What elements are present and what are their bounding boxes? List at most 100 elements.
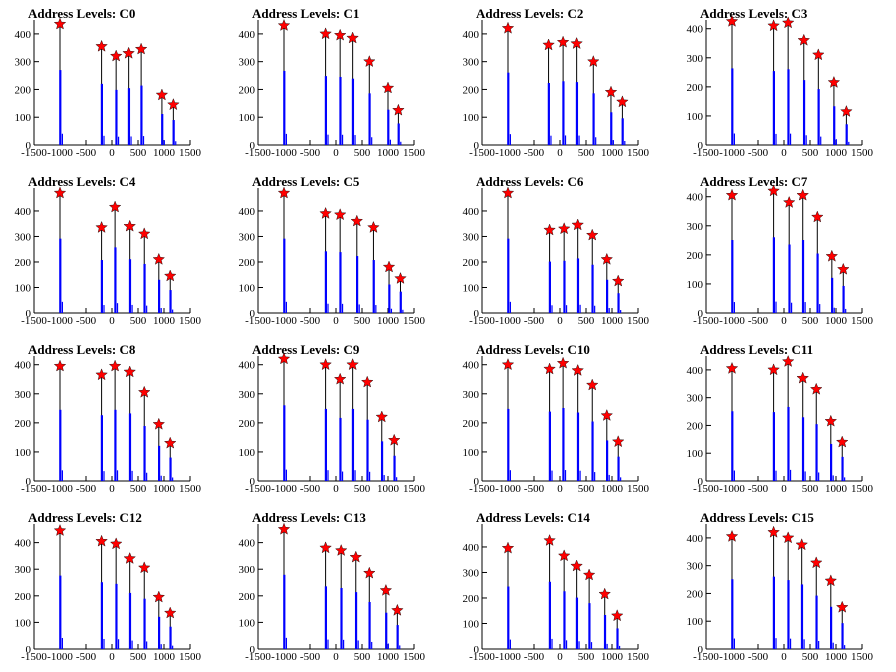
y-tick-label: 100 [15, 617, 32, 629]
y-tick-label: 100 [239, 447, 256, 459]
histogram-plot: 0 100 200 300 400 -1500 -1000 -500 0 500 1000 1500 [15, 356, 202, 495]
peak-marker-star [319, 358, 332, 371]
panel-title: Address Levels: C12 [28, 510, 142, 525]
histogram-peak [507, 548, 511, 649]
histogram-peak [339, 35, 344, 145]
x-tick-label: -1500 [469, 651, 495, 663]
panel-title: Address Levels: C9 [252, 342, 360, 357]
y-tick-label: 300 [15, 564, 32, 576]
y-tick-label: 0 [698, 476, 704, 488]
histogram-peak [800, 544, 805, 649]
histogram-plot: 0 100 200 300 400 -1500 -1000 -500 0 500 1000 1500 [239, 19, 426, 159]
x-tick-label: 1000 [601, 315, 624, 327]
histogram-peak [356, 221, 360, 313]
x-tick-label: 1000 [377, 147, 400, 159]
y-tick-label: 0 [698, 644, 704, 656]
histogram-panel: Address Levels: C7 0 100 200 300 400 -1500 -100… [672, 168, 896, 336]
histogram-peak [380, 417, 385, 481]
histogram-peak [169, 443, 174, 481]
y-tick-label: 0 [26, 308, 32, 320]
histogram-peak [158, 259, 162, 313]
histogram-peak [100, 541, 105, 649]
x-tick-label: 500 [354, 315, 371, 327]
x-tick-label: 1000 [601, 651, 624, 663]
y-tick-label: 100 [687, 448, 704, 460]
histogram-peak [562, 363, 567, 481]
x-tick-label: -1500 [693, 651, 719, 663]
histogram-peak [161, 95, 165, 145]
histogram-peak [616, 615, 621, 649]
peak-marker-star [824, 414, 838, 427]
peak-marker-star [570, 37, 583, 49]
x-tick-label: 1500 [403, 315, 426, 327]
histogram-peak [128, 371, 133, 481]
peak-marker-star [137, 561, 151, 574]
histogram-peak [801, 195, 806, 313]
histogram-peak [128, 226, 133, 313]
peak-marker-star [95, 39, 108, 52]
x-tick-label: -1500 [21, 651, 47, 663]
y-tick-label: 300 [239, 57, 256, 69]
histogram-peak [621, 101, 626, 145]
x-tick-label: 500 [578, 483, 595, 495]
x-tick-label: 500 [130, 483, 147, 495]
histogram-peak [169, 276, 174, 313]
peak-marker-star [387, 433, 401, 446]
x-tick-label: 1000 [377, 315, 400, 327]
y-tick-label: 0 [26, 140, 32, 152]
histogram-peak [340, 550, 345, 649]
x-tick-label: 1500 [627, 315, 650, 327]
x-tick-label: 500 [578, 147, 595, 159]
histogram-peak [817, 54, 822, 145]
histogram-peak [606, 415, 610, 481]
histogram-peak [396, 610, 401, 649]
histogram-plot: 0 100 200 300 400 -1500 -1000 -500 0 500 1000 1500 [15, 186, 202, 327]
x-tick-label: -500 [76, 147, 97, 159]
x-tick-label: 1000 [153, 483, 176, 495]
x-tick-label: 1000 [825, 651, 848, 663]
histogram-peak [592, 61, 597, 145]
x-tick-label: -1500 [693, 483, 719, 495]
y-tick-label: 0 [250, 476, 256, 488]
peak-marker-star [585, 228, 599, 241]
x-tick-label: 500 [802, 147, 819, 159]
histogram-plot: 0 100 200 300 400 -1500 -1000 -500 0 500 1000 1500 [15, 524, 202, 663]
y-tick-label: 200 [463, 418, 480, 430]
x-tick-label: 1000 [153, 315, 176, 327]
x-tick-label: 1500 [179, 651, 202, 663]
x-tick-label: 0 [109, 147, 115, 159]
peak-marker-star [725, 361, 739, 374]
peak-marker-star [375, 410, 389, 423]
peak-marker-star [570, 559, 583, 572]
x-tick-label: -1500 [469, 315, 495, 327]
peak-marker-star [277, 186, 291, 199]
x-tick-label: 0 [333, 147, 339, 159]
y-tick-label: 0 [698, 308, 704, 320]
histogram-peak [368, 61, 373, 145]
peak-marker-star [392, 103, 405, 116]
peak-marker-star [542, 38, 555, 51]
histogram-peak [385, 590, 389, 649]
x-tick-label: -1000 [719, 315, 745, 327]
y-tick-label: 400 [463, 206, 480, 218]
histogram-plot: 0 100 200 300 400 -1500 -1000 -500 0 500 1000 1500 [239, 352, 426, 495]
peak-marker-star [725, 188, 739, 201]
panel-title: Address Levels: C2 [476, 6, 584, 21]
y-tick-label: 200 [239, 257, 256, 269]
y-tick-label: 200 [15, 418, 32, 430]
histogram-peak [351, 38, 356, 145]
x-tick-label: 1500 [179, 315, 202, 327]
y-tick-label: 0 [474, 476, 480, 488]
x-tick-label: -1000 [47, 483, 73, 495]
histogram-peak [324, 364, 329, 481]
peak-marker-star [571, 218, 584, 231]
histogram-peak [591, 235, 596, 313]
y-tick-label: 200 [239, 84, 256, 96]
y-tick-label: 300 [687, 561, 704, 573]
peak-marker-star [725, 529, 739, 542]
histogram-panel: Address Levels: C11 0 100 200 300 400 -1500 -10… [672, 336, 896, 504]
panel-title: Address Levels: C14 [476, 510, 590, 525]
histogram-peak [575, 43, 580, 145]
x-tick-label: -1000 [719, 651, 745, 663]
histogram-peak [617, 281, 622, 313]
